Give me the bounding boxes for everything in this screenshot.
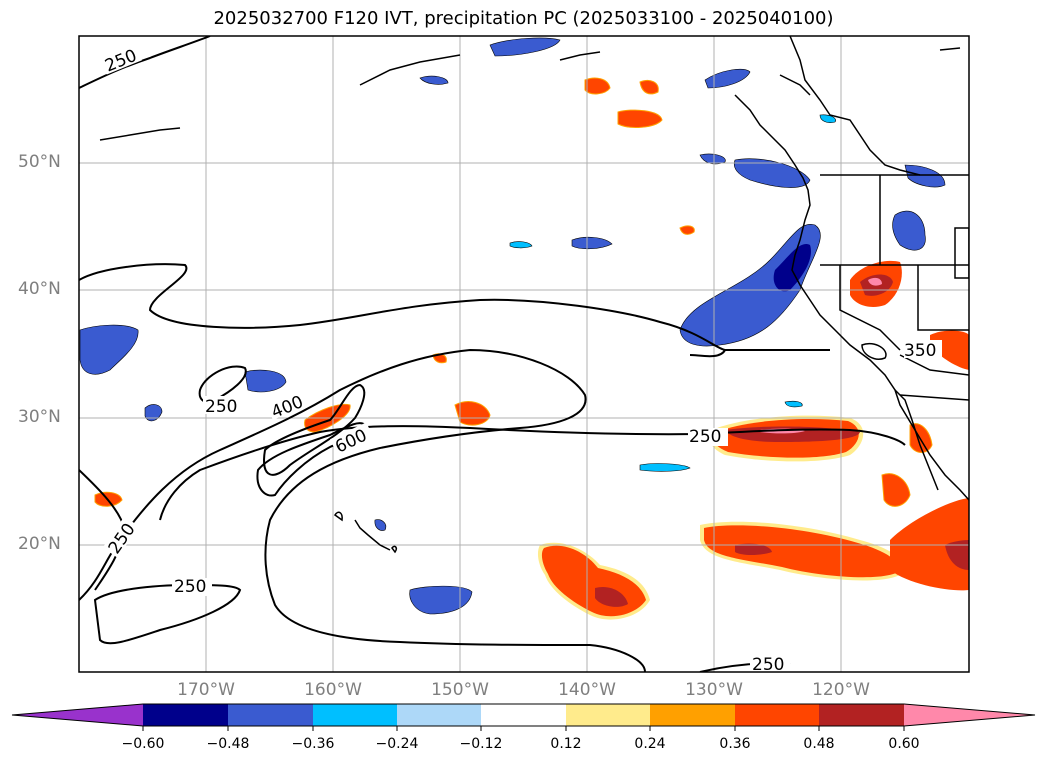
lat-label-20n: 20°N xyxy=(18,534,61,554)
contour-label: 250 xyxy=(102,46,140,77)
neg-blob-idaho xyxy=(904,164,946,188)
neg-blob-mid1 xyxy=(244,369,287,393)
pos-blob-baja xyxy=(890,498,969,591)
pos-blob-central-core xyxy=(595,586,628,607)
lon-label-150w: 150°W xyxy=(431,680,489,700)
contour-250-big xyxy=(79,348,646,672)
contour-250-loop2 xyxy=(159,425,906,521)
neg-blob-canada1 xyxy=(704,68,751,89)
colorbar-tick: −0.60 xyxy=(121,736,165,752)
lat-label-30n: 30°N xyxy=(18,407,61,427)
colorbar-extend-high xyxy=(904,704,1035,726)
contour-label: 250 xyxy=(752,655,784,675)
negative-precip-areas xyxy=(79,37,946,615)
neg-blob-small6 xyxy=(819,114,836,123)
pos-blob-mid7 xyxy=(679,225,695,235)
pos-blob-south-core xyxy=(735,543,772,555)
map-plot-area xyxy=(79,36,969,672)
neg-blob-west xyxy=(79,324,139,375)
neg-blob-small8 xyxy=(419,75,449,85)
neg-blob-top xyxy=(489,37,561,57)
colorbar-tick: −0.12 xyxy=(459,736,503,752)
colorbar-tick: 0.48 xyxy=(803,736,835,752)
colorbar-tick: 0.36 xyxy=(719,736,751,752)
colorbar-tick: 0.12 xyxy=(550,736,582,752)
contour-250-north xyxy=(79,36,211,89)
contour-labels: 250 250 400 600 250 250 250 250 350 xyxy=(100,43,942,675)
ivt-contours xyxy=(79,36,906,672)
pos-blob-n3 xyxy=(639,79,659,95)
neg-blob-rockies xyxy=(892,210,926,251)
contour-label: 250 xyxy=(174,577,206,597)
colorbar-bin xyxy=(228,704,313,726)
colorbar-bin xyxy=(143,704,228,726)
colorbar-bin xyxy=(397,704,481,726)
neg-blob-small9 xyxy=(699,153,726,165)
neg-blob-small3 xyxy=(639,463,691,472)
lon-label-130w: 130°W xyxy=(685,680,743,700)
colorbar-tick: −0.36 xyxy=(291,736,335,752)
pos-blob-mid3 xyxy=(881,473,911,507)
pos-blob-nevada-pink xyxy=(868,277,882,286)
pos-blob-mid2 xyxy=(454,401,491,426)
colorbar-bin xyxy=(566,704,650,726)
pos-blob-south-mid xyxy=(704,525,898,578)
coastlines xyxy=(99,36,969,554)
contour-label: 250 xyxy=(205,397,237,417)
colorbar-tick: −0.24 xyxy=(375,736,419,752)
neg-blob-small5 xyxy=(374,519,387,531)
contour-400 xyxy=(263,383,366,476)
lat-label-40n: 40°N xyxy=(18,279,61,299)
lon-label-140w: 140°W xyxy=(558,680,616,700)
pos-blob-baja-core xyxy=(945,540,969,570)
lon-label-160w: 160°W xyxy=(304,680,362,700)
colorbar-bin xyxy=(481,704,566,726)
neg-blob-small2 xyxy=(144,404,163,422)
map-frame xyxy=(78,35,970,673)
contour-250-main xyxy=(79,263,830,358)
pos-blob-central-mid xyxy=(541,545,646,617)
colorbar-tick: 0.24 xyxy=(634,736,666,752)
pos-blob-n1 xyxy=(584,77,611,95)
contour-label: 250 xyxy=(689,427,721,447)
contour-label: 350 xyxy=(904,341,936,361)
lon-label-170w: 170°W xyxy=(177,680,235,700)
colorbar-extend-low xyxy=(12,704,143,726)
lon-label-120w: 120°W xyxy=(812,680,870,700)
colorbar-tick: −0.48 xyxy=(206,736,250,752)
colorbar-bin xyxy=(313,704,397,726)
lat-label-50n: 50°N xyxy=(18,152,61,172)
map-title: 2025032700 F120 IVT, precipitation PC (2… xyxy=(213,8,834,29)
colorbar-tick: 0.60 xyxy=(888,736,920,752)
neg-blob-small1 xyxy=(571,236,613,250)
neg-blob-canada2 xyxy=(733,158,811,188)
colorbar xyxy=(11,703,1036,731)
colorbar-bin xyxy=(735,704,819,726)
colorbar-bin xyxy=(650,704,735,726)
neg-blob-pacific-nw xyxy=(679,223,821,347)
graticule xyxy=(79,36,969,672)
pos-blob-n2 xyxy=(617,109,663,128)
contour-250-south xyxy=(93,583,242,645)
neg-blob-south xyxy=(409,585,473,615)
positive-precip-areas xyxy=(94,77,969,620)
colorbar-bin xyxy=(819,704,904,726)
neg-blob-small7 xyxy=(784,400,803,408)
neg-blob-small4 xyxy=(509,241,533,249)
